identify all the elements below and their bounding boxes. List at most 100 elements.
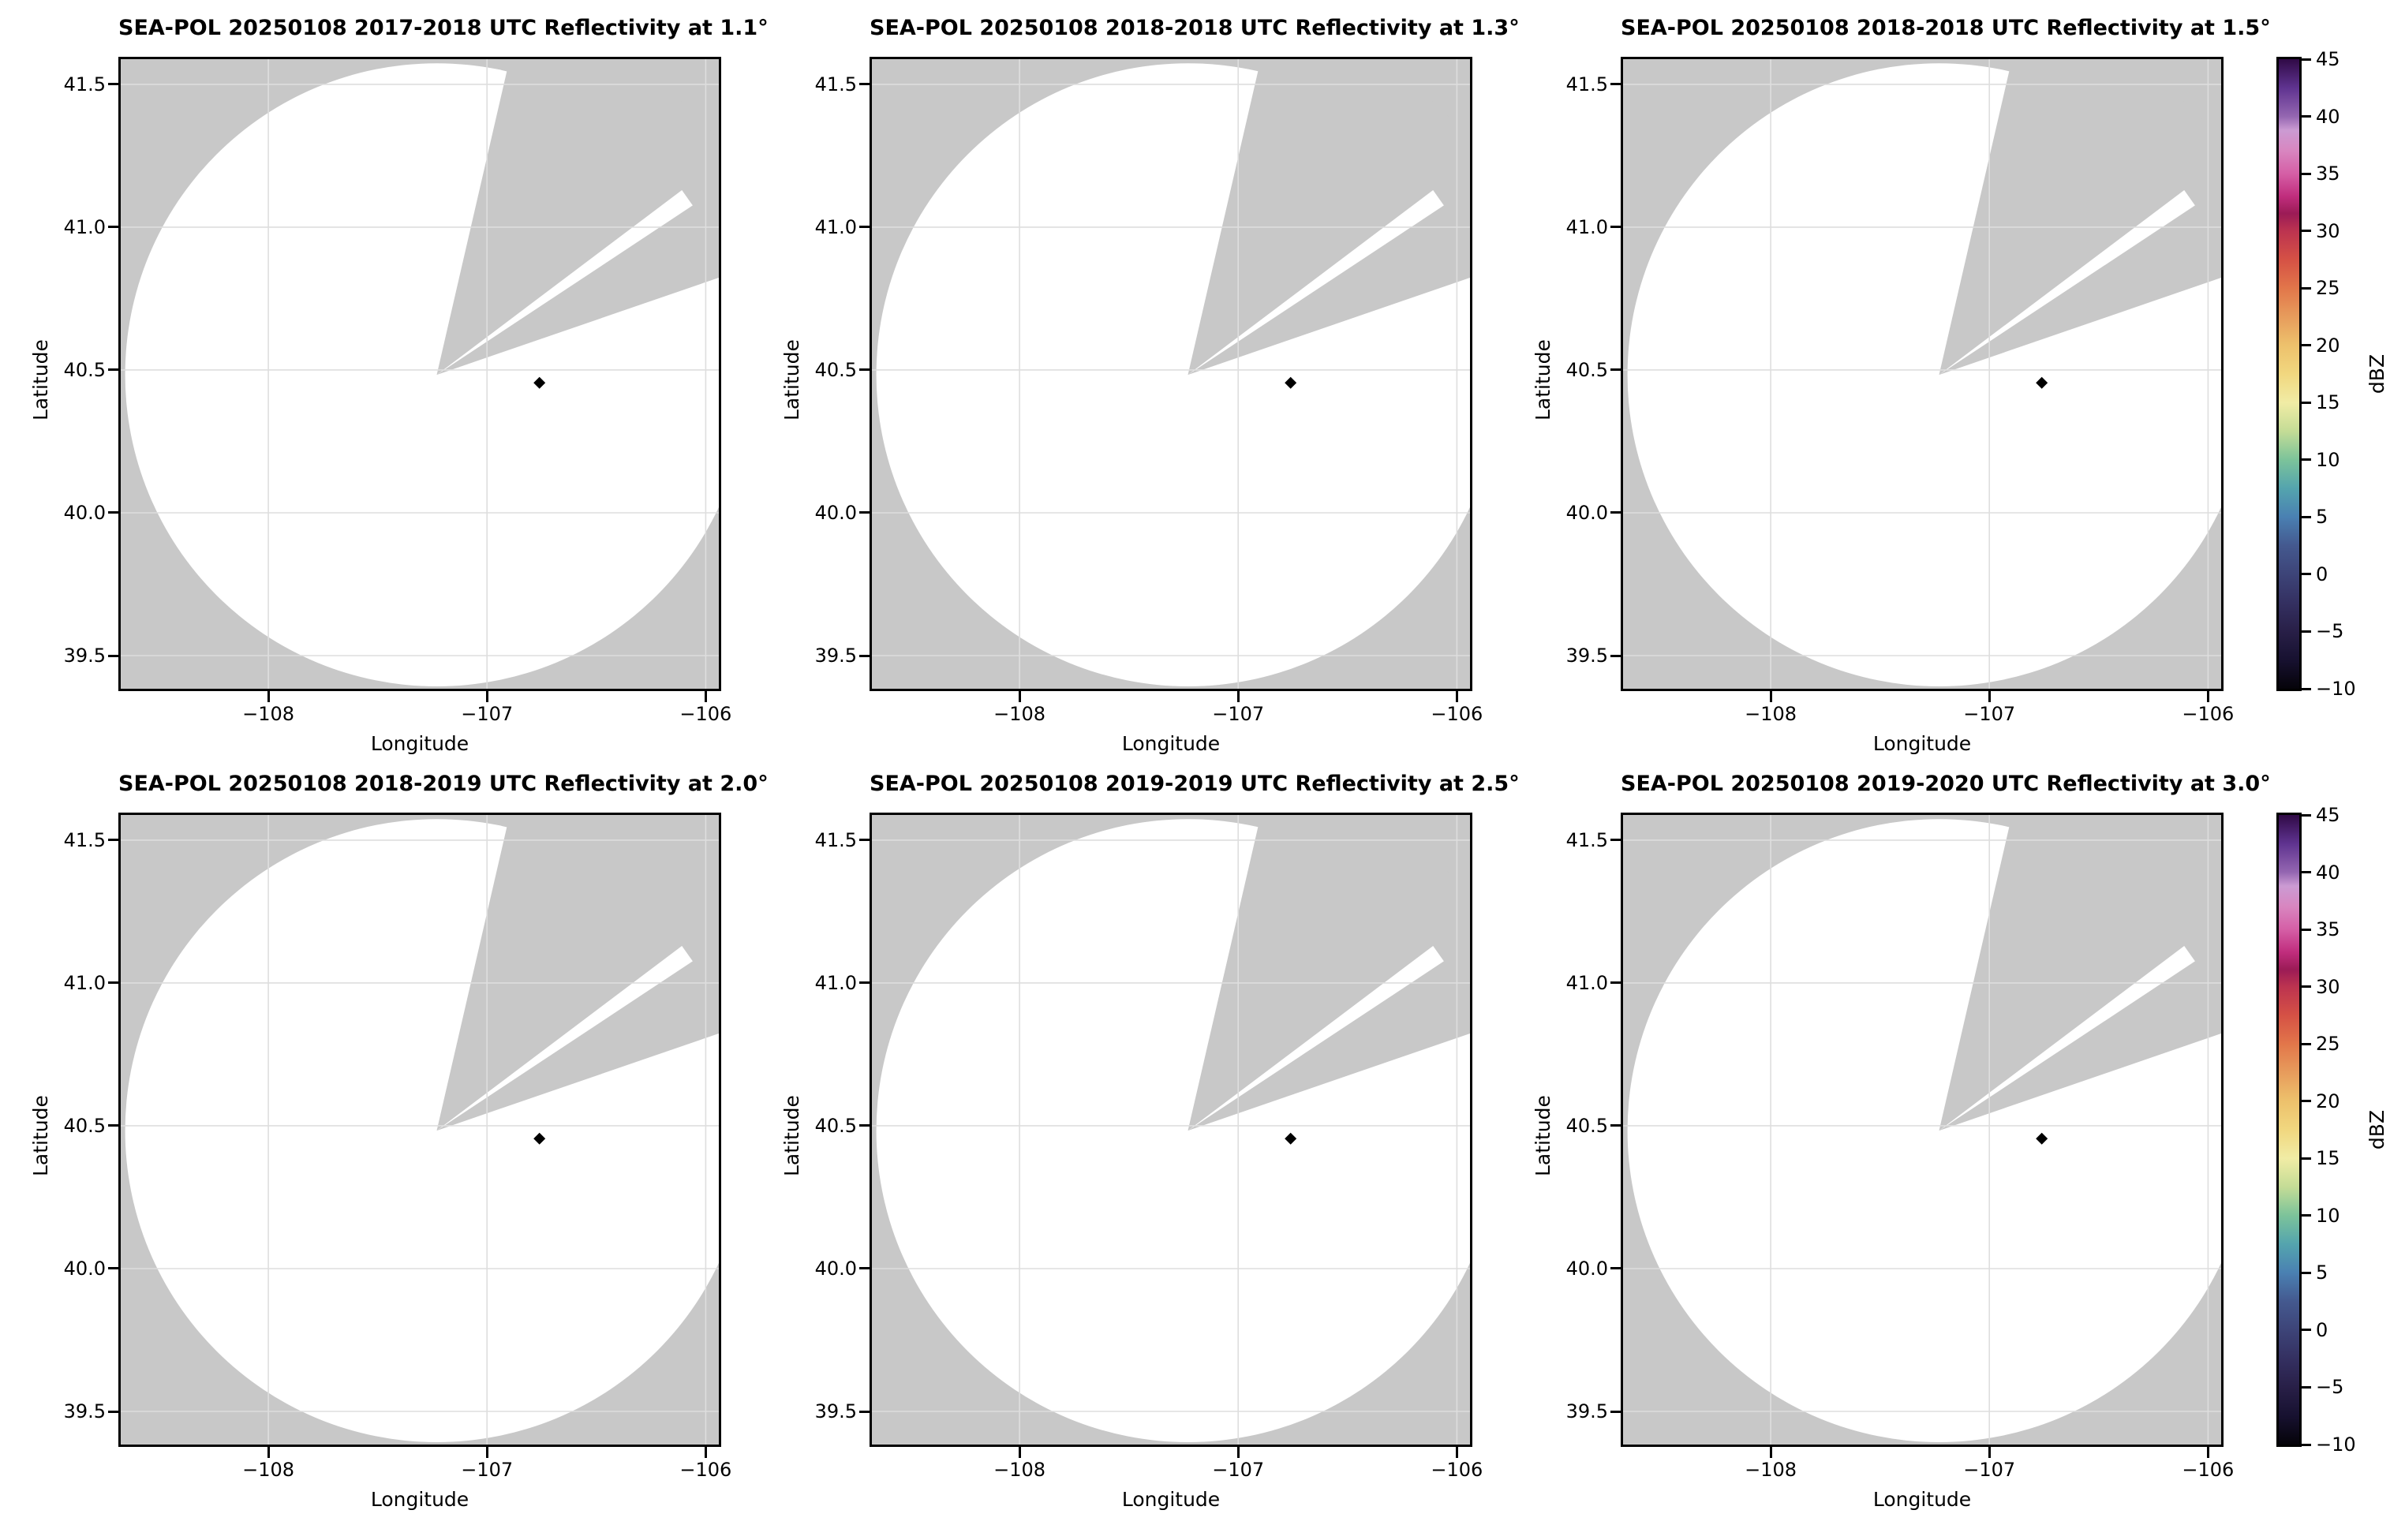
y-tick-mark	[1610, 511, 1621, 514]
x-tick-mark	[1236, 1447, 1240, 1458]
radar-scan-svg	[121, 815, 719, 1445]
x-tick-mark	[1455, 691, 1458, 702]
colorbar-tick-mark	[2302, 230, 2311, 233]
x-axis-label: Longitude	[1872, 732, 1972, 755]
y-tick-mark	[108, 511, 118, 514]
subplot-title: SEA-POL 20250108 2019-2019 UTC Reflectiv…	[870, 772, 1520, 796]
y-tick-label: 41.0	[1565, 971, 1608, 994]
x-tick-mark	[2206, 691, 2209, 702]
y-tick-label: 41.5	[63, 73, 106, 95]
x-tick-label: −108	[242, 703, 295, 725]
y-tick-label: 39.5	[63, 645, 106, 667]
x-tick-label: −106	[679, 1459, 732, 1481]
y-tick-mark	[1610, 1267, 1621, 1270]
x-tick-label: −106	[1431, 703, 1483, 725]
y-tick-label: 40.0	[814, 501, 857, 524]
y-tick-mark	[859, 511, 870, 514]
x-tick-mark	[485, 1447, 488, 1458]
colorbar-tick-mark	[2302, 813, 2311, 817]
y-tick-mark	[859, 83, 870, 86]
x-tick-label: −107	[1212, 1459, 1265, 1481]
radar-site-marker	[533, 1132, 546, 1145]
y-tick-label: 41.5	[814, 73, 857, 95]
x-tick-label: −107	[1963, 703, 2016, 725]
x-tick-mark	[704, 1447, 707, 1458]
radar-plot-area	[118, 57, 721, 691]
y-tick-mark	[108, 1410, 118, 1413]
colorbar-tick-label: −5	[2316, 1376, 2344, 1399]
colorbar-tick-mark	[2302, 1157, 2311, 1160]
subplot-4: SEA-POL 20250108 2018-2019 UTC Reflectiv…	[16, 764, 769, 1513]
colorbar-tick-label: 10	[2316, 1204, 2340, 1227]
x-tick-mark	[1769, 1447, 1772, 1458]
y-tick-label: 40.5	[814, 358, 857, 381]
missing-sector-wedge	[436, 815, 719, 1131]
y-tick-label: 40.5	[814, 1114, 857, 1137]
y-tick-label: 41.0	[1565, 215, 1608, 238]
colorbar-tick-mark	[2302, 1100, 2311, 1103]
colorbar-tick-label: 30	[2316, 975, 2340, 998]
y-tick-mark	[1610, 1410, 1621, 1413]
x-tick-label: −107	[1963, 1459, 2016, 1481]
y-tick-label: 39.5	[814, 1400, 857, 1422]
colorbar-tick-mark	[2302, 1271, 2311, 1274]
missing-sector-wedge	[1188, 815, 1470, 1131]
colorbar-tick-label: 5	[2316, 506, 2328, 529]
colorbar-tick-label: 5	[2316, 1262, 2328, 1284]
colorbar-tick-label: 45	[2316, 48, 2340, 70]
y-tick-mark	[859, 1267, 870, 1270]
colorbar-gradient	[2276, 813, 2302, 1447]
radar-scan-svg	[872, 815, 1470, 1445]
subplot-5: SEA-POL 20250108 2019-2019 UTC Reflectiv…	[767, 764, 1520, 1513]
subplot-6: SEA-POL 20250108 2019-2020 UTC Reflectiv…	[1518, 764, 2271, 1513]
colorbar-tick-mark	[2302, 1214, 2311, 1217]
subplot-title: SEA-POL 20250108 2017-2018 UTC Reflectiv…	[118, 16, 769, 40]
x-axis-label: Longitude	[370, 1488, 469, 1511]
y-tick-mark	[108, 368, 118, 372]
y-tick-mark	[859, 1410, 870, 1413]
missing-sector-wedge	[436, 59, 719, 376]
subplot-1: SEA-POL 20250108 2017-2018 UTC Reflectiv…	[16, 8, 769, 757]
radar-site-marker	[533, 376, 546, 389]
colorbar-tick-label: 25	[2316, 1033, 2340, 1056]
x-tick-label: −106	[2182, 703, 2235, 725]
y-tick-mark	[108, 839, 118, 842]
colorbar-label: dBZ	[2366, 353, 2388, 394]
colorbar-tick-label: 0	[2316, 563, 2328, 585]
y-tick-label: 40.0	[63, 501, 106, 524]
y-tick-mark	[108, 981, 118, 985]
x-tick-mark	[1769, 691, 1772, 702]
radar-plot-area	[870, 813, 1472, 1447]
colorbar-label: dBZ	[2366, 1109, 2388, 1150]
y-tick-label: 41.5	[63, 828, 106, 851]
y-tick-mark	[108, 654, 118, 657]
y-tick-label: 40.5	[1565, 358, 1608, 381]
colorbar-tick-mark	[2302, 1329, 2311, 1332]
radar-site-marker	[1285, 1132, 1297, 1145]
x-tick-label: −107	[1212, 703, 1265, 725]
scanned-sliver	[1939, 190, 2195, 376]
colorbar-tick-label: 0	[2316, 1318, 2328, 1341]
x-tick-label: −108	[993, 703, 1046, 725]
x-tick-mark	[1988, 1447, 1991, 1458]
y-tick-mark	[859, 839, 870, 842]
colorbar-tick-mark	[2302, 401, 2311, 404]
y-tick-mark	[1610, 839, 1621, 842]
colorbar-tick-label: −10	[2316, 1433, 2356, 1456]
colorbar-tick-label: 20	[2316, 334, 2340, 357]
subplot-title: SEA-POL 20250108 2018-2019 UTC Reflectiv…	[118, 772, 769, 796]
x-tick-mark	[704, 691, 707, 702]
scanned-sliver	[1188, 946, 1444, 1131]
x-tick-label: −106	[1431, 1459, 1483, 1481]
radar-scan-svg	[1623, 59, 2221, 689]
y-tick-label: 40.5	[63, 1114, 106, 1137]
x-tick-label: −106	[2182, 1459, 2235, 1481]
x-tick-label: −107	[461, 703, 514, 725]
y-tick-label: 39.5	[1565, 645, 1608, 667]
colorbar-tick-label: 20	[2316, 1090, 2340, 1112]
colorbar-block-row2: dBZ 45 40 35 30 25 20 15 10 5 0 −5 −10	[2276, 804, 2405, 1456]
x-tick-label: −108	[1745, 1459, 1797, 1481]
y-tick-label: 39.5	[1565, 1400, 1608, 1422]
scanned-sliver	[436, 946, 693, 1131]
colorbar-tick-label: 10	[2316, 448, 2340, 471]
